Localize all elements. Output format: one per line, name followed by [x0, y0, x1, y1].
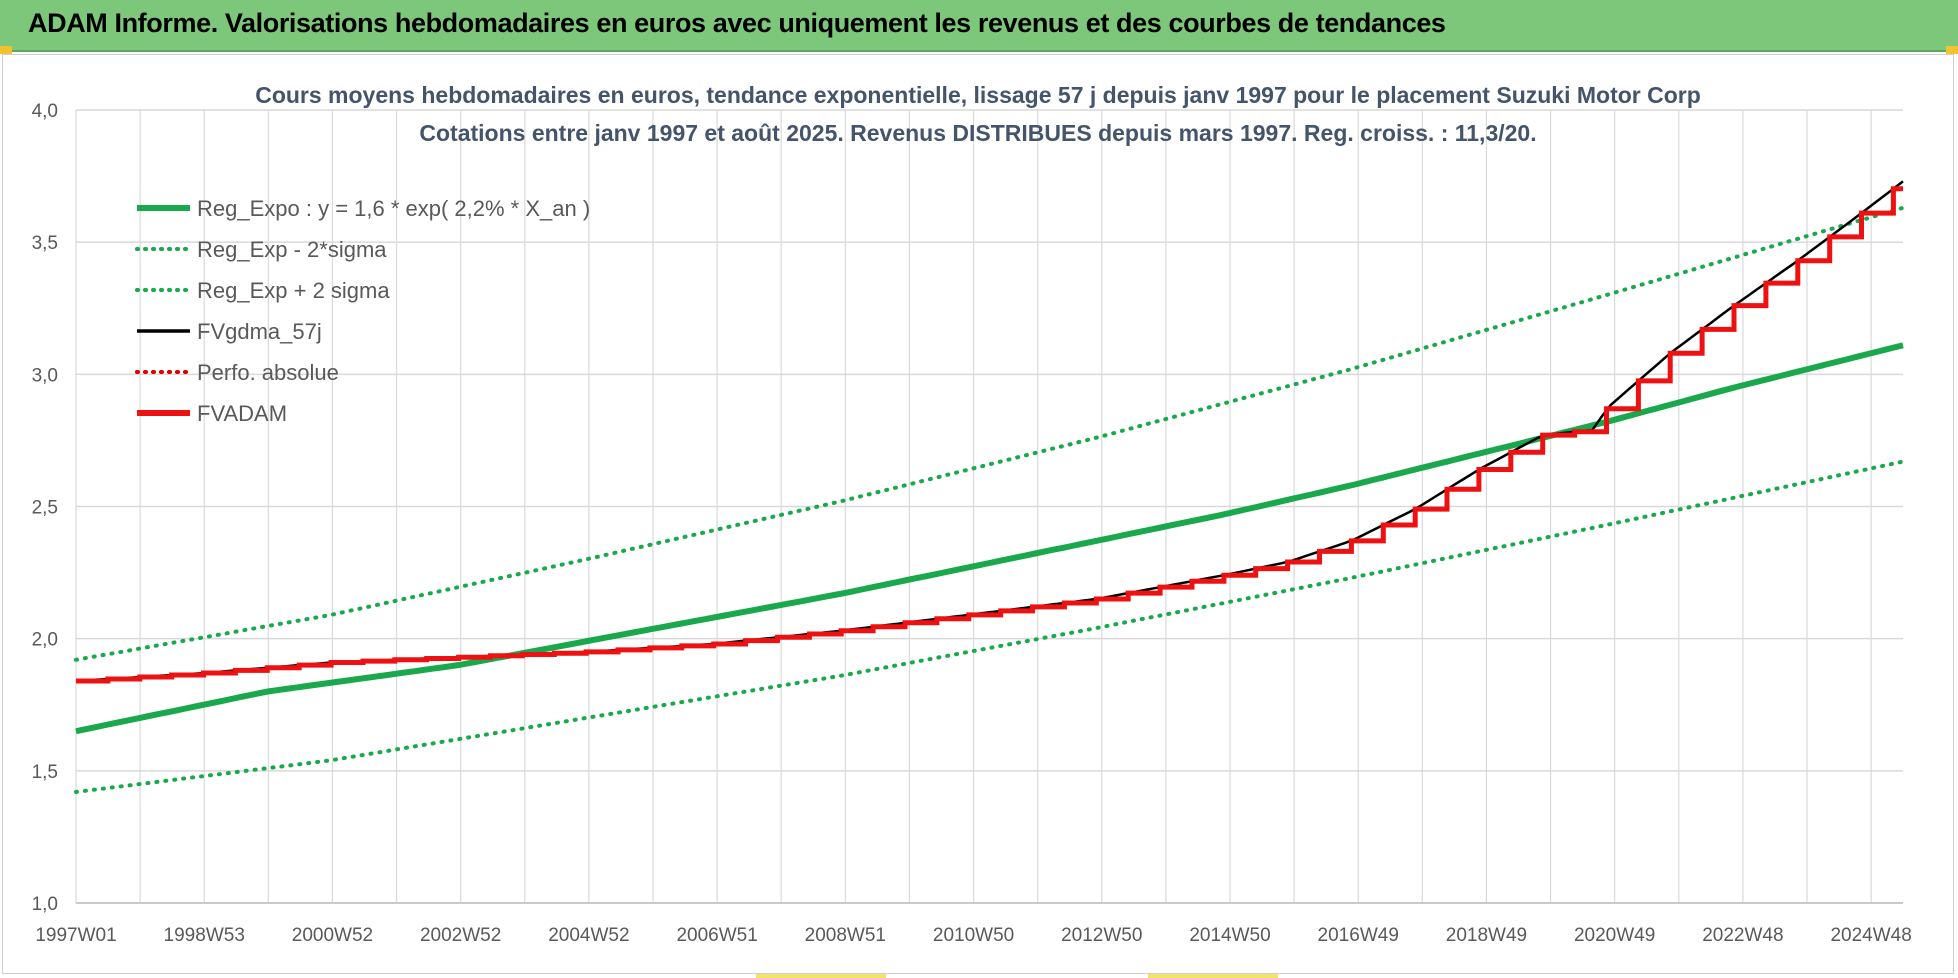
legend-label: FVADAM	[197, 401, 287, 426]
x-tick-label: 2000W52	[292, 925, 373, 946]
legend-label: Perfo. absolue	[197, 360, 339, 385]
legend-item: FVADAM	[137, 401, 287, 426]
corner-accent-left	[0, 46, 12, 54]
x-tick-label: 2002W52	[420, 925, 501, 946]
legend-label: Reg_Expo : y = 1,6 * exp( 2,2% * X_an )	[197, 196, 590, 221]
legend-label: Reg_Exp + 2 sigma	[197, 278, 390, 303]
grid	[75, 109, 1903, 904]
y-tick-label: 1,0	[32, 894, 58, 915]
x-tick-label: 2014W50	[1189, 925, 1270, 946]
y-tick-label: 4,0	[32, 101, 58, 122]
series-reg-expo	[75, 342, 1904, 735]
y-tick-label: 1,5	[32, 762, 58, 783]
series-reg-exp-minus-2sigma	[74, 459, 1905, 794]
legend-label: FVgdma_57j	[197, 319, 322, 344]
x-tick-label: 2020W49	[1574, 925, 1655, 946]
chart-title-line2: Cotations entre janv 1997 et août 2025. …	[419, 120, 1536, 146]
chart-title: Cours moyens hebdomadaires en euros, ten…	[255, 82, 1701, 146]
x-tick-label: 2022W48	[1702, 925, 1783, 946]
legend-label: Reg_Exp - 2*sigma	[197, 237, 387, 262]
legend-item: Reg_Exp - 2*sigma	[135, 237, 387, 262]
legend: Reg_Expo : y = 1,6 * exp( 2,2% * X_an ) R…	[135, 196, 590, 426]
y-tick-label: 3,0	[32, 365, 58, 386]
y-axis: 1,0 1,5 2,0 2,5 3,0 3,5 4,0	[32, 101, 58, 915]
series-fvadam	[76, 186, 1903, 684]
series	[74, 180, 1905, 794]
corner-accent-right	[1946, 46, 1958, 54]
header-title: ADAM Informe. Valorisations hebdomadaire…	[28, 8, 1446, 38]
y-tick-label: 2,5	[32, 498, 58, 519]
legend-item: Perfo. absolue	[135, 360, 339, 385]
x-axis: 1997W01 1998W53 2000W52 2002W52 2004W52 2006W…	[35, 925, 1911, 946]
x-tick-label: 1998W53	[164, 925, 245, 946]
x-tick-label: 2016W49	[1318, 925, 1399, 946]
legend-item: FVgdma_57j	[137, 319, 322, 344]
chart-title-line1: Cours moyens hebdomadaires en euros, ten…	[255, 82, 1701, 108]
legend-item: Reg_Expo : y = 1,6 * exp( 2,2% * X_an )	[137, 196, 590, 221]
header-bar: ADAM Informe. Valorisations hebdomadaire…	[0, 0, 1958, 52]
x-tick-label: 2010W50	[933, 925, 1014, 946]
x-tick-label: 2006W51	[676, 925, 757, 946]
series-reg-exp-plus-2sigma	[74, 205, 1905, 662]
x-tick-label: 2004W52	[548, 925, 629, 946]
y-tick-label: 2,0	[32, 630, 58, 651]
x-tick-label: 2012W50	[1061, 925, 1142, 946]
x-tick-label: 2018W49	[1446, 925, 1527, 946]
legend-item: Reg_Exp + 2 sigma	[135, 278, 390, 303]
x-tick-label: 1997W01	[35, 925, 116, 946]
y-tick-label: 3,5	[32, 233, 58, 254]
chart-frame	[2, 54, 1954, 974]
x-tick-label: 2024W48	[1830, 925, 1911, 946]
x-tick-label: 2008W51	[805, 925, 886, 946]
